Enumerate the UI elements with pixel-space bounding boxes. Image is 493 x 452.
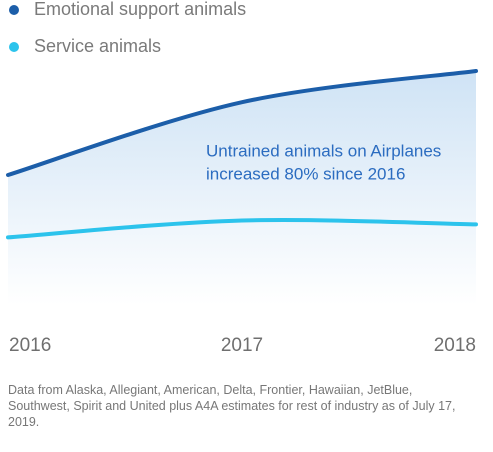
annotation: Untrained animals on Airplanes [206, 141, 441, 160]
footnote: Data from Alaska, Allegiant, American, D… [8, 383, 456, 429]
legend-label: Emotional support animals [34, 0, 246, 19]
annotation: increased 80% since 2016 [206, 164, 405, 183]
chart: 2018 2017 2016 Service animals Emotional sup… [6, 0, 478, 356]
area [8, 71, 476, 305]
x-tick-label: 2016 [9, 335, 51, 356]
legend-marker [9, 5, 19, 15]
line [6, 217, 478, 240]
x-tick-label: 2017 [221, 335, 263, 356]
x-tick-label: 2018 [434, 335, 476, 356]
line [6, 69, 478, 177]
legend-marker [9, 42, 19, 52]
legend-label: Service animals [34, 36, 161, 56]
